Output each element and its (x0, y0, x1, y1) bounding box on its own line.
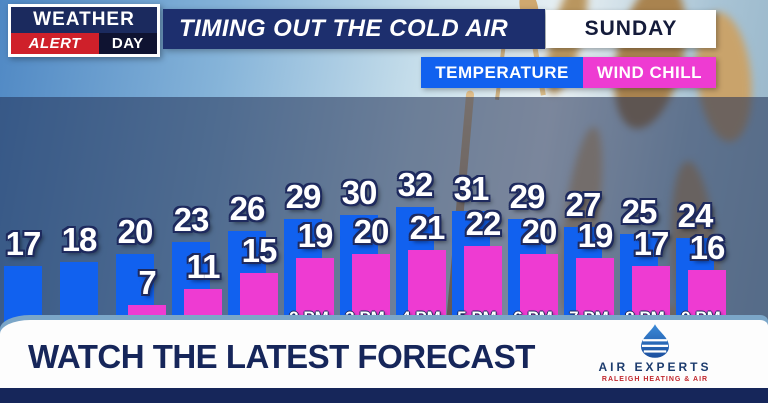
badge-weather-label: WEATHER (11, 7, 157, 34)
chill-bar (576, 258, 614, 332)
sponsor-tagline: RALEIGH HEATING & AIR (601, 376, 709, 383)
lower-third-banner: WATCH THE LATEST FORECAST AIR EXPERTS RA… (0, 313, 768, 403)
temp-value: 26 (229, 190, 266, 227)
temp-value: 32 (397, 166, 434, 203)
flame-icon (641, 324, 669, 358)
chill-value: 20 (353, 213, 390, 250)
temp-value: 24 (677, 197, 714, 234)
legend-temperature: TEMPERATURE (421, 57, 583, 88)
legend: TEMPERATURE WIND CHILL (421, 57, 716, 88)
temp-value: 20 (117, 213, 154, 250)
chill-value: 15 (241, 232, 278, 269)
sponsor-logo: AIR EXPERTS RALEIGH HEATING & AIR (590, 324, 720, 383)
badge-day-label: DAY (98, 33, 157, 54)
chill-value: 17 (633, 225, 670, 262)
chill-bar (520, 254, 558, 332)
temp-value: 23 (173, 201, 210, 238)
chill-value: 20 (521, 213, 558, 250)
temp-value: 25 (621, 193, 658, 230)
headline-title: TIMING OUT THE COLD AIR (163, 9, 545, 49)
chill-value: 19 (577, 217, 614, 254)
temp-value: 18 (61, 221, 98, 258)
temp-value: 29 (509, 178, 546, 215)
chill-value: 21 (409, 209, 446, 246)
chill-bar (464, 246, 502, 332)
chill-bar (296, 258, 334, 332)
temp-value: 27 (565, 186, 602, 223)
chill-value: 22 (465, 205, 502, 242)
day-label: SUNDAY (546, 10, 716, 48)
chill-value: 11 (186, 248, 221, 285)
chill-bar (352, 254, 390, 332)
banner-bottom-stripe (0, 388, 768, 403)
chill-value: 16 (689, 229, 726, 266)
chill-value: 7 (138, 264, 156, 301)
badge-alert-label: ALERT (11, 33, 99, 54)
chill-value: 19 (297, 217, 334, 254)
weather-alert-day-badge: WEATHER ALERT DAY (8, 4, 160, 57)
banner-headline: WATCH THE LATEST FORECAST (28, 338, 535, 375)
sponsor-name: AIR EXPERTS (598, 360, 712, 374)
temp-value: 30 (341, 174, 378, 211)
temp-value: 31 (453, 170, 490, 207)
legend-wind-chill: WIND CHILL (582, 57, 716, 88)
temp-value: 17 (5, 225, 42, 262)
temp-value: 29 (285, 178, 322, 215)
chill-bar (408, 250, 446, 332)
